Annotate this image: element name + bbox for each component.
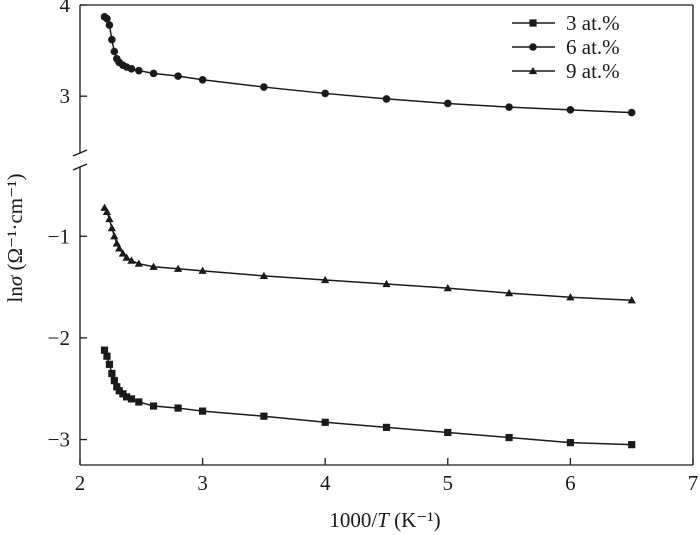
data-point xyxy=(127,65,136,73)
data-point xyxy=(443,283,452,292)
data-point xyxy=(505,433,513,442)
legend-marker xyxy=(529,19,537,27)
data-point xyxy=(260,412,268,420)
data-point xyxy=(444,428,452,437)
data-point xyxy=(105,360,114,368)
legend-marker xyxy=(529,43,537,51)
data-point xyxy=(102,207,112,215)
data-point xyxy=(108,369,116,378)
data-point xyxy=(113,383,121,391)
x-tick-label: 4 xyxy=(320,471,331,495)
data-point xyxy=(566,106,575,114)
data-point xyxy=(105,214,114,223)
x-tick-label: 6 xyxy=(565,471,576,495)
data-point xyxy=(122,253,131,261)
data-point xyxy=(382,95,391,103)
data-point xyxy=(566,293,575,301)
data-point xyxy=(100,346,109,354)
series-triangle xyxy=(100,203,636,304)
legend-item: 6 at.% xyxy=(512,35,620,59)
plot-frame xyxy=(79,4,694,466)
data-point xyxy=(382,279,391,288)
data-point xyxy=(115,387,123,395)
data-point xyxy=(627,296,636,304)
x-tick-label: 3 xyxy=(197,471,208,495)
data-point xyxy=(198,266,207,274)
data-point xyxy=(135,66,143,75)
y-tick-label: −2 xyxy=(48,326,70,350)
data-point xyxy=(118,249,128,257)
y-axis-ticks: 4 3 −1 −2 −3 xyxy=(48,0,87,452)
data-point xyxy=(627,108,636,117)
y-axis-break-marker xyxy=(72,149,88,171)
data-point xyxy=(149,402,158,410)
legend-label: 9 at.% xyxy=(566,59,620,83)
data-point xyxy=(103,14,111,23)
axis-break-slash xyxy=(72,163,88,171)
data-point xyxy=(259,271,269,280)
series-line xyxy=(104,16,632,114)
legend: 3 at.%6 at.%9 at.% xyxy=(512,11,620,83)
data-point xyxy=(103,352,111,360)
data-point xyxy=(321,418,329,426)
axis-break-slash xyxy=(72,149,88,157)
legend-item: 9 at.% xyxy=(512,59,620,83)
legend-label: 3 at.% xyxy=(566,11,620,35)
x-tick-label: 7 xyxy=(688,471,699,495)
y-tick-label: 4 xyxy=(60,0,71,17)
x-tick-label: 2 xyxy=(75,471,86,495)
data-point xyxy=(105,21,114,29)
x-axis-ticks: 2 3 4 5 6 7 xyxy=(75,458,699,495)
data-point xyxy=(149,262,158,270)
data-point xyxy=(199,407,207,415)
data-point xyxy=(321,89,330,98)
data-point xyxy=(505,103,513,111)
y-axis-label: lnσ (Ω⁻¹·cm⁻¹) xyxy=(3,174,27,303)
data-point xyxy=(108,35,116,44)
data-point xyxy=(198,75,207,84)
legend-item: 3 at.% xyxy=(512,11,620,35)
data-point xyxy=(134,259,143,267)
data-point xyxy=(382,423,391,431)
legend-label: 6 at.% xyxy=(566,35,620,59)
legend-marker xyxy=(528,66,538,75)
data-point xyxy=(110,232,119,240)
data-point xyxy=(127,256,136,264)
data-point xyxy=(504,289,514,297)
data-point xyxy=(444,99,452,108)
data-point xyxy=(110,377,118,385)
data-point xyxy=(566,439,574,447)
data-point xyxy=(107,223,117,232)
series-line xyxy=(103,207,632,302)
y-tick-label: −3 xyxy=(48,428,70,452)
data-point xyxy=(260,83,268,91)
data-point xyxy=(112,239,121,247)
data-point xyxy=(119,390,127,398)
data-point xyxy=(174,72,182,80)
series-square xyxy=(100,346,636,449)
data-point xyxy=(321,275,330,284)
data-point xyxy=(110,47,119,56)
data-point xyxy=(174,404,182,412)
x-axis-label: 1000/T (K⁻¹) xyxy=(329,508,440,532)
y-tick-label: 3 xyxy=(60,84,71,108)
data-point xyxy=(135,398,143,406)
x-tick-label: 5 xyxy=(443,471,454,495)
data-point xyxy=(628,441,636,449)
data-point xyxy=(115,244,124,252)
data-point xyxy=(149,69,158,78)
data-point xyxy=(122,393,131,401)
y-tick-label: −1 xyxy=(48,224,70,248)
series-line xyxy=(103,349,632,446)
data-point xyxy=(173,264,183,272)
series-circle xyxy=(100,13,636,117)
data-point xyxy=(127,395,136,403)
series-layer xyxy=(100,13,636,449)
